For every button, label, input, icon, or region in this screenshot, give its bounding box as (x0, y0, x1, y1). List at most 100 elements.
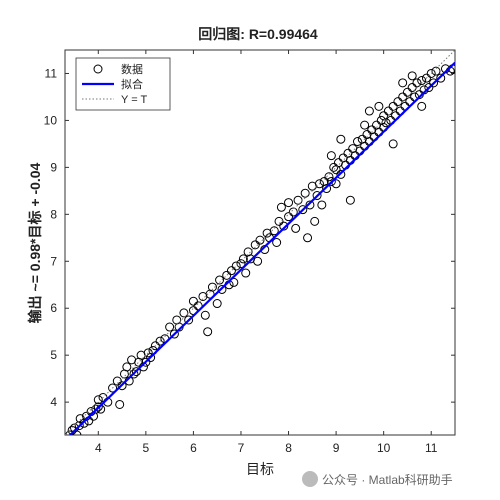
watermark: 公众号 · Matlab科研助手 (302, 471, 453, 487)
data-point (129, 369, 139, 379)
watermark-icon (302, 471, 318, 487)
data-point (253, 256, 263, 266)
data-point (431, 66, 441, 76)
data-point (212, 299, 222, 309)
data-point (383, 106, 393, 116)
data-point (407, 71, 417, 81)
data-point (291, 223, 301, 233)
data-point (336, 169, 346, 179)
data-point (300, 188, 310, 198)
y-tick-label: 9 (50, 160, 57, 174)
data-point (236, 259, 246, 269)
legend-label: 拟合 (121, 77, 143, 91)
y-tick-label: 8 (50, 207, 57, 221)
data-point (169, 329, 179, 339)
data-point (284, 212, 294, 222)
data-point (421, 73, 431, 83)
data-point (272, 238, 282, 247)
data-point (122, 362, 132, 372)
data-point (393, 97, 403, 107)
data-point (329, 162, 339, 172)
data-point (331, 179, 341, 189)
data-point (317, 200, 327, 210)
data-point (203, 327, 213, 337)
data-point (269, 226, 279, 236)
x-axis-label: 目标 (246, 461, 274, 477)
data-point (155, 336, 165, 346)
data-point (207, 282, 217, 292)
data-point (293, 195, 303, 205)
data-point (398, 78, 408, 88)
y-tick-label: 11 (45, 66, 58, 80)
data-point (179, 308, 189, 318)
data-point (150, 341, 160, 351)
data-point (222, 270, 232, 280)
x-tick-label: 10 (377, 441, 391, 455)
data-point (226, 266, 236, 276)
data-point (241, 268, 251, 278)
data-point (279, 221, 289, 231)
data-point (305, 200, 315, 210)
data-point (314, 179, 324, 189)
data-point (217, 284, 227, 294)
identity-line (65, 50, 455, 435)
legend-label: Y = T (121, 94, 147, 106)
data-point (388, 101, 398, 111)
data-point (426, 68, 436, 78)
x-tick-label: 8 (285, 441, 292, 455)
x-tick-label: 6 (190, 441, 197, 455)
data-point (98, 392, 108, 402)
data-point (215, 275, 225, 285)
y-tick-label: 10 (44, 113, 58, 127)
data-point (229, 277, 239, 287)
data-point (65, 430, 75, 435)
data-point (398, 92, 408, 102)
data-point (231, 261, 241, 271)
data-point (288, 207, 298, 217)
data-point (255, 235, 265, 245)
data-point (117, 381, 127, 391)
data-point (364, 106, 374, 116)
data-point (72, 430, 82, 435)
data-point (374, 101, 384, 111)
chart-title: 回归图: R=0.99464 (198, 26, 318, 42)
data-point (184, 315, 194, 325)
data-point (112, 376, 122, 386)
data-point (276, 202, 286, 212)
plot-content (65, 50, 455, 435)
data-point (412, 78, 422, 88)
data-point (108, 383, 118, 393)
data-point (402, 87, 412, 97)
data-point (326, 151, 336, 161)
data-point (303, 233, 313, 243)
watermark-text: 公众号 · Matlab科研助手 (322, 473, 453, 487)
x-axis: 4 5 6 7 8 9 10 11 (95, 50, 438, 455)
data-point (345, 195, 355, 205)
data-point (131, 367, 141, 377)
data-point (429, 78, 439, 88)
data-point (407, 83, 417, 93)
x-tick-label: 4 (95, 441, 102, 455)
data-point (298, 205, 308, 215)
data-point (417, 76, 427, 86)
data-point (324, 172, 334, 182)
data-point (93, 395, 103, 405)
x-tick-label: 7 (238, 441, 245, 455)
x-tick-label: 9 (333, 441, 340, 455)
y-tick-label: 6 (50, 301, 57, 315)
data-point (200, 310, 210, 320)
data-point (141, 357, 151, 367)
data-point (284, 198, 294, 208)
data-point (143, 348, 153, 358)
data-point (322, 184, 332, 194)
data-point (436, 73, 446, 83)
data-point (74, 421, 84, 431)
y-axis-label: 输出 ~= 0.98*目标 + -0.04 (27, 162, 43, 323)
data-point (424, 83, 434, 93)
data-point (115, 399, 125, 409)
y-axis: 4 5 6 7 8 9 10 11 (44, 66, 455, 409)
data-point (417, 101, 427, 111)
